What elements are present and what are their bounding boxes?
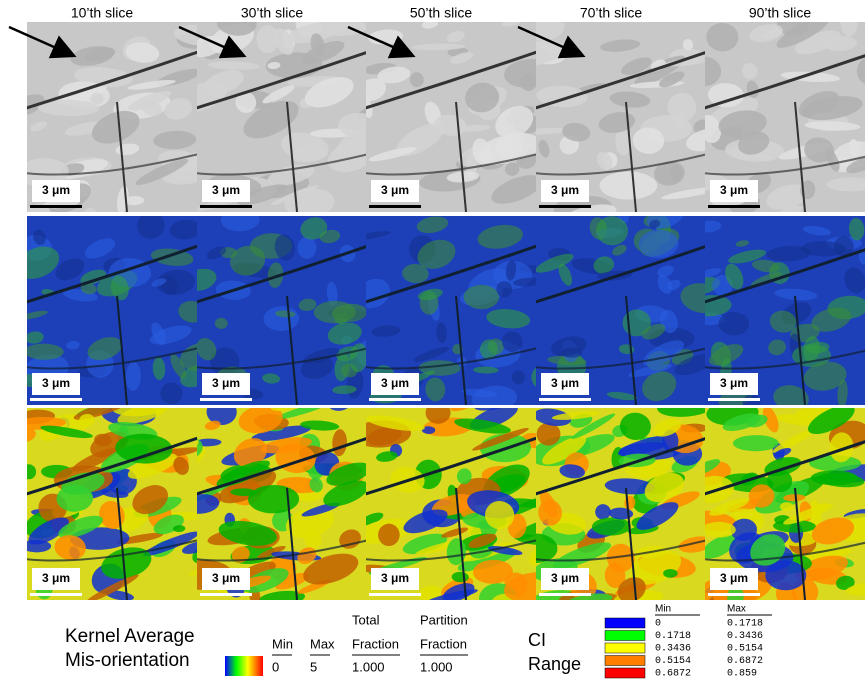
ci-value: 0: [655, 619, 661, 630]
scale-bar: [369, 398, 421, 401]
kam-title: Mis-orientation: [65, 650, 190, 671]
kam-value: 5: [310, 659, 317, 674]
ci-header: Max: [727, 604, 746, 615]
kam-title: Kernel Average: [65, 626, 195, 647]
scale-bar: [708, 398, 760, 401]
micrograph: [506, 202, 736, 406]
scale-bar: [369, 593, 421, 596]
ci-swatch: [605, 656, 645, 666]
ci-value: 0.3436: [655, 644, 691, 655]
scale-label: 3 μm: [551, 183, 579, 197]
ci-value: 0.1718: [727, 619, 763, 630]
figure: 10’th slice 30’th slice 50’th slice 70’th s…: [0, 0, 865, 683]
ci-value: 0.5154: [727, 644, 763, 655]
scale-bar: [708, 593, 760, 596]
scale-label: 3 μm: [551, 376, 579, 390]
scale-label: 3 μm: [720, 571, 748, 585]
micrograph: [0, 182, 227, 405]
texture: [0, 265, 26, 296]
ci-swatch: [605, 643, 645, 653]
ci-value: 0.3436: [727, 631, 763, 642]
ci-title: CI: [528, 630, 546, 650]
scale-label: 3 μm: [212, 571, 240, 585]
ci-value: 0.5154: [655, 656, 691, 667]
texture: [765, 560, 806, 590]
kam-value: 1.000: [420, 659, 453, 674]
texture: [304, 530, 321, 549]
ci-swatch: [605, 668, 645, 678]
scale-label: 3 μm: [720, 376, 748, 390]
micrograph: [336, 199, 566, 412]
scale-bar: [200, 593, 252, 596]
scale-label: 3 μm: [381, 376, 409, 390]
scale-bar: [30, 205, 82, 208]
ci-swatch: [605, 618, 645, 628]
kam-header: Fraction: [352, 636, 399, 651]
scale-bar: [708, 205, 760, 208]
scale-bar: [539, 398, 591, 401]
texture: [10, 96, 25, 107]
ci-swatch: [605, 631, 645, 641]
kam-value: 0: [272, 659, 279, 674]
texture: [702, 522, 736, 538]
scale-bar: [30, 398, 82, 401]
kam-value: 1.000: [352, 659, 385, 674]
ci-value: 0.6872: [655, 669, 691, 680]
scale-bar: [539, 593, 591, 596]
micrograph: [167, 208, 397, 405]
column-title: 30’th slice: [241, 5, 303, 21]
scale-label: 3 μm: [720, 183, 748, 197]
kam-color-bar: [225, 656, 263, 676]
micrograph: [336, 17, 566, 212]
kam-header: Min: [272, 636, 293, 651]
scale-label: 3 μm: [381, 183, 409, 197]
kam-header: Total: [352, 612, 380, 627]
ci-value: 0.6872: [727, 656, 763, 667]
scale-label: 3 μm: [212, 183, 240, 197]
ci-value: 0.859: [727, 669, 757, 680]
scale-bar: [539, 205, 591, 208]
column-title: 10’th slice: [71, 5, 133, 21]
scale-label: 3 μm: [42, 376, 70, 390]
scale-bar: [200, 398, 252, 401]
column-title: 70’th slice: [580, 5, 642, 21]
ci-value: 0.1718: [655, 631, 691, 642]
scale-label: 3 μm: [42, 183, 70, 197]
scale-label: 3 μm: [381, 571, 409, 585]
ci-title: Range: [528, 654, 581, 674]
texture: [655, 7, 680, 23]
texture: [1, 89, 18, 103]
scale-bar: [200, 205, 252, 208]
texture: [568, 606, 604, 633]
scale-label: 3 μm: [551, 571, 579, 585]
kam-header: Max: [310, 636, 335, 651]
scale-bar: [369, 205, 421, 208]
texture: [600, 171, 658, 199]
kam-header: Partition: [420, 612, 468, 627]
column-title: 50’th slice: [410, 5, 472, 21]
scale-label: 3 μm: [42, 571, 70, 585]
scale-bar: [30, 593, 82, 596]
micrograph: [336, 380, 566, 619]
column-title: 90’th slice: [749, 5, 811, 21]
scale-label: 3 μm: [212, 376, 240, 390]
kam-header: Fraction: [420, 636, 467, 651]
ci-header: Min: [655, 604, 671, 615]
micrograph: [506, 7, 736, 232]
